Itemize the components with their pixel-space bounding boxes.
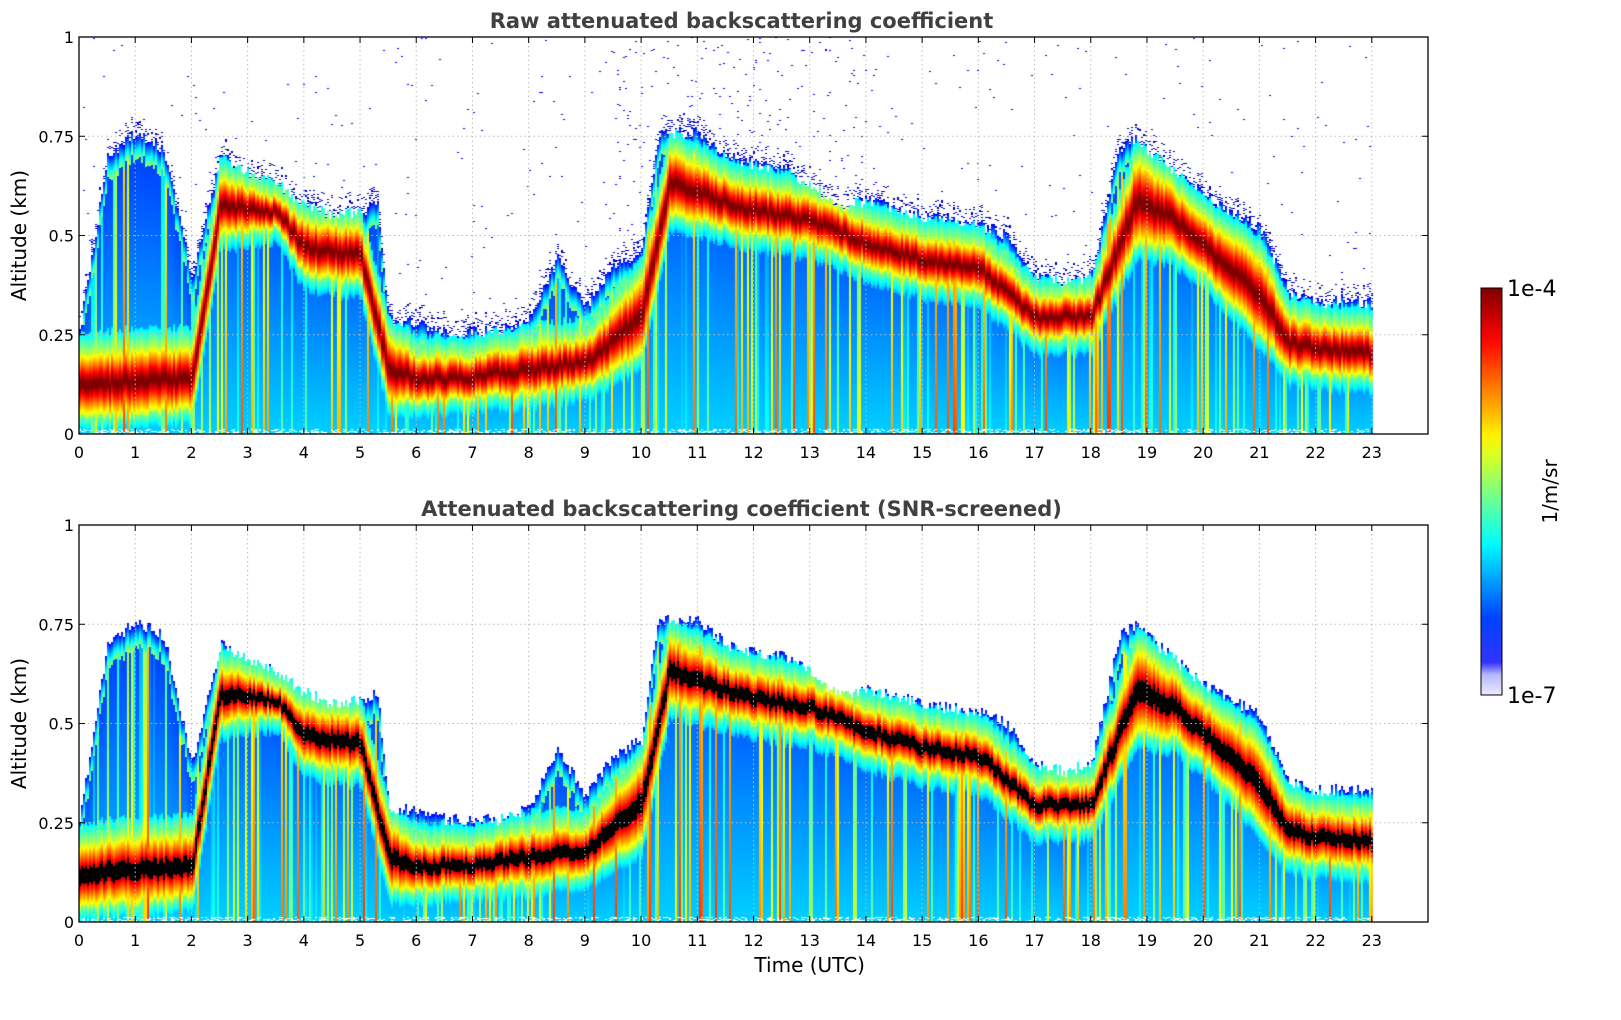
bottom-xtick-label: 4	[299, 931, 309, 950]
bottom-xtick-label: 2	[186, 931, 196, 950]
bottom-ytick-label: 0.25	[38, 814, 74, 833]
colorbar-gradient	[1480, 287, 1503, 696]
top-xtick-label: 4	[299, 443, 309, 462]
bottom-xtick-label: 21	[1249, 931, 1269, 950]
bottom-xtick-label: 16	[968, 931, 988, 950]
bottom-xtick-label: 22	[1305, 931, 1325, 950]
bottom-xtick-label: 10	[631, 931, 651, 950]
bottom-ytick-label: 0.75	[38, 615, 74, 634]
bottom-xtick-label: 5	[355, 931, 365, 950]
bottom-xtick-label: 12	[743, 931, 763, 950]
raw-backscatter-panel: 0 1 2 3 4 5 6 7 8 9 10 11 12 13 14 15 16 17 18 19 20 21 22 2300…	[7, 9, 1429, 462]
bottom-xtick-label: 11	[687, 931, 707, 950]
top-ytick-label: 0.25	[38, 326, 74, 345]
bottom-xtick-label: 14	[856, 931, 876, 950]
bottom-xlabel: Time (UTC)	[753, 953, 865, 977]
top-grid	[79, 37, 1428, 434]
top-xtick-label: 10	[631, 443, 651, 462]
bottom-xtick-label: 8	[524, 931, 534, 950]
bottom-xtick-label: 20	[1193, 931, 1213, 950]
top-xtick-label: 21	[1249, 443, 1269, 462]
top-xtick-label: 15	[912, 443, 932, 462]
top-xtick-label: 12	[743, 443, 763, 462]
top-xtick-label: 17	[1024, 443, 1044, 462]
colorbar-min-label: 1e-7	[1507, 684, 1556, 709]
colorbar-max-label: 1e-4	[1507, 277, 1556, 302]
bottom-xtick-label: 18	[1081, 931, 1101, 950]
top-xtick-label: 6	[411, 443, 421, 462]
top-xtick-label: 19	[1137, 443, 1157, 462]
bottom-xtick-label: 6	[411, 931, 421, 950]
top-xtick-label: 5	[355, 443, 365, 462]
top-ytick-label: 0.5	[49, 227, 74, 246]
bottom-ytick-label: 1	[64, 516, 74, 535]
bottom-ytick-label: 0.5	[49, 715, 74, 734]
top-xtick-label: 1	[130, 443, 140, 462]
bottom-xtick-label: 15	[912, 931, 932, 950]
colorbar-unit-label: 1/m/sr	[1538, 459, 1562, 524]
top-ylabel: Altitude (km)	[7, 170, 31, 301]
top-xtick-label: 14	[856, 443, 876, 462]
top-xtick-label: 7	[467, 443, 477, 462]
top-ytick-label: 1	[64, 28, 74, 47]
top-xtick-label: 3	[243, 443, 253, 462]
bottom-grid	[79, 525, 1428, 922]
top-xtick-label: 23	[1362, 443, 1382, 462]
bottom-xtick-label: 1	[130, 931, 140, 950]
snr-screened-panel: 0 1 2 3 4 5 6 7 8 9 10 11 12 13 14 15 16 17 18 19 20 21 22 2300…	[7, 497, 1429, 977]
bottom-xtick-label: 9	[580, 931, 590, 950]
bottom-ylabel: Altitude (km)	[7, 658, 31, 789]
bottom-title: Attenuated backscattering coefficient (S…	[421, 497, 1062, 521]
bottom-xtick-label: 13	[800, 931, 820, 950]
top-xtick-label: 22	[1305, 443, 1325, 462]
top-xtick-label: 16	[968, 443, 988, 462]
top-ytick-label: 0	[64, 425, 74, 444]
top-title: Raw attenuated backscattering coefficien…	[490, 9, 994, 33]
top-xtick-label: 11	[687, 443, 707, 462]
colorbar: 1e-4 1e-7 1/m/sr	[1480, 277, 1562, 709]
bottom-xtick-label: 3	[243, 931, 253, 950]
bottom-xtick-label: 0	[74, 931, 84, 950]
top-xtick-label: 18	[1081, 443, 1101, 462]
bottom-xtick-label: 17	[1024, 931, 1044, 950]
bottom-xtick-label: 23	[1362, 931, 1382, 950]
top-ytick-label: 0.75	[38, 127, 74, 146]
top-xtick-label: 13	[800, 443, 820, 462]
top-xtick-label: 0	[74, 443, 84, 462]
top-xtick-label: 9	[580, 443, 590, 462]
top-xtick-label: 8	[524, 443, 534, 462]
bottom-xtick-label: 7	[467, 931, 477, 950]
top-xtick-label: 2	[186, 443, 196, 462]
top-xtick-label: 20	[1193, 443, 1213, 462]
bottom-ytick-label: 0	[64, 913, 74, 932]
bottom-xtick-label: 19	[1137, 931, 1157, 950]
